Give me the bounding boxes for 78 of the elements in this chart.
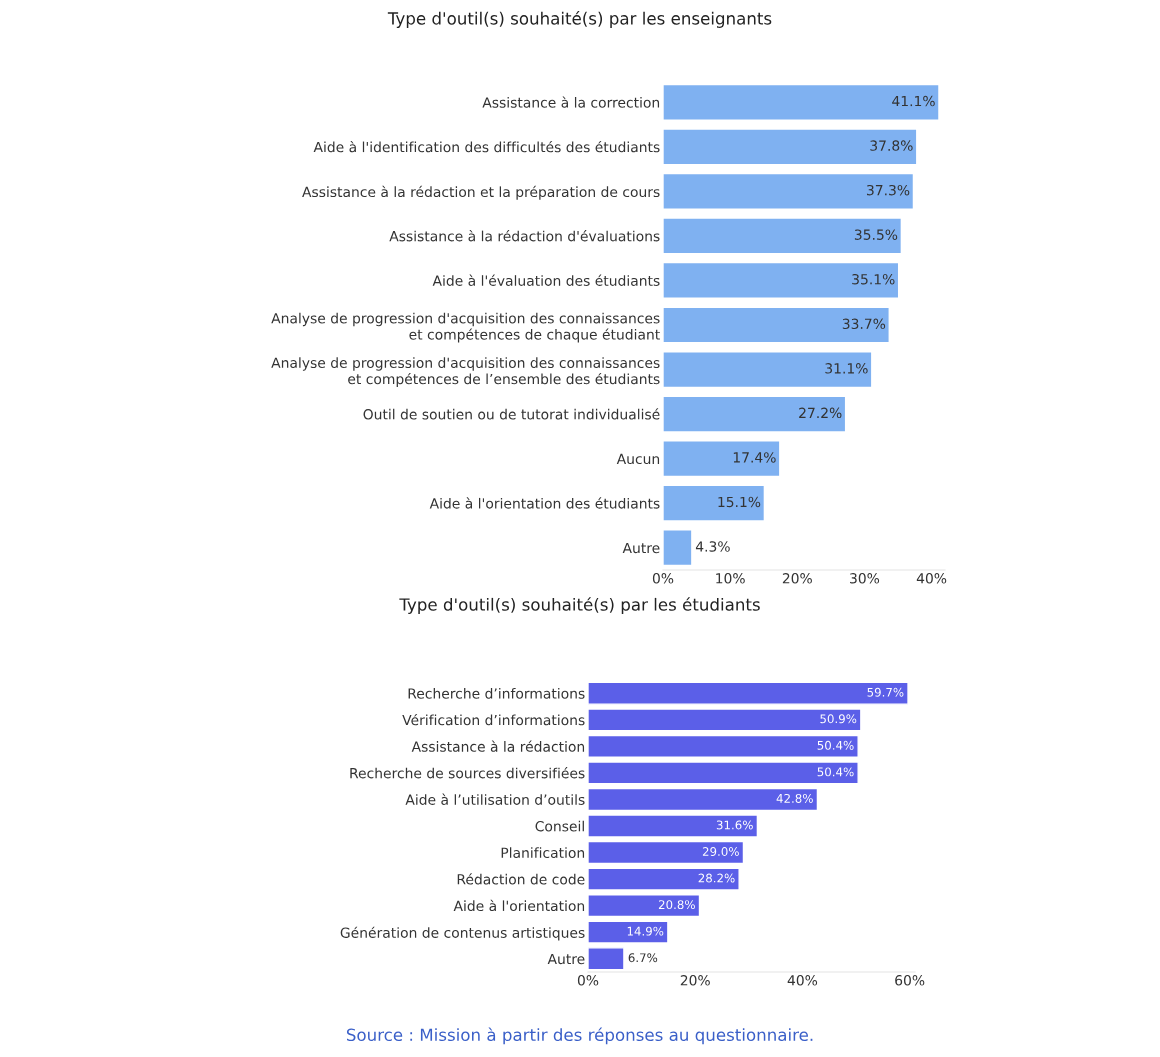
y-tick-label: Rédaction de code <box>457 873 585 885</box>
bar <box>663 529 693 567</box>
bar <box>588 840 745 865</box>
bar <box>588 787 819 812</box>
bar <box>663 351 873 389</box>
data-label: 28.2% <box>698 873 735 883</box>
bar <box>588 681 909 705</box>
data-label: 15.1% <box>718 496 761 508</box>
data-label: 31.1% <box>825 363 868 374</box>
bar <box>663 172 915 210</box>
data-label: 17.4% <box>733 452 776 463</box>
data-label: 59.7% <box>867 687 904 697</box>
bar <box>588 947 625 971</box>
y-tick-label: Aide à l'orientation des étudiants <box>429 497 660 509</box>
y-tick-label: Assistance à la rédaction d'évaluations <box>389 230 660 242</box>
x-tick-label: 60% <box>895 975 925 986</box>
data-label: 31.6% <box>716 820 753 830</box>
bar <box>588 894 701 918</box>
data-label: 29.0% <box>702 847 739 856</box>
data-label: 35.5% <box>854 229 898 240</box>
bar <box>588 920 669 944</box>
x-tick-label: 20% <box>782 573 812 584</box>
data-label: 50.4% <box>817 767 854 777</box>
x-tick-label: 30% <box>850 573 880 584</box>
bar <box>588 761 859 785</box>
y-tick-label: Recherche d’informations <box>408 688 585 699</box>
bar <box>588 734 859 758</box>
data-label: 37.8% <box>870 140 913 151</box>
data-label: 33.7% <box>842 318 886 330</box>
data-label: 27.2% <box>799 407 842 419</box>
y-tick-label: Assistance à la rédaction et la préparation de cours <box>302 185 660 200</box>
y-tick-label: Aide à l'identification des difficultés des étudiants <box>313 140 660 153</box>
y-tick-label: Recherche de sources diversifiées <box>350 767 585 779</box>
y-tick-label: Analyse de progression d'acquisition des connaissances et compétences de l’ensemble des étudiants <box>271 357 660 387</box>
y-tick-label: Aide à l'orientation <box>453 899 585 912</box>
chart-title: Type d'outil(s) souhaité(s) par les enseignants <box>387 11 772 28</box>
bar <box>663 83 940 121</box>
y-tick-label: Assistance à la rédaction <box>411 740 585 752</box>
y-tick-label: Planification <box>501 847 585 859</box>
bar <box>588 867 740 891</box>
x-tick-label: 0% <box>652 573 674 584</box>
source-note: Source : Mission à partir des réponses au questionnaire. <box>346 1027 813 1045</box>
y-tick-label: Analyse de progression d'acquisition des connaissances et compétences de chaque étudiant <box>271 312 660 343</box>
y-tick-label: Aucun <box>616 453 660 465</box>
bar <box>588 814 759 838</box>
x-tick-label: 40% <box>916 573 947 584</box>
data-label: 50.9% <box>820 714 857 724</box>
data-label: 50.4% <box>817 740 854 750</box>
data-label: 37.3% <box>867 184 910 196</box>
y-tick-label: Vérification d’informations <box>402 713 585 726</box>
bar <box>663 217 903 255</box>
bar <box>663 128 918 166</box>
y-tick-label: Outil de soutien ou de tutorat individualisé <box>363 408 660 420</box>
data-label: 41.1% <box>892 95 935 107</box>
x-tick-label: 0% <box>577 975 599 986</box>
x-tick-label: 40% <box>787 975 818 986</box>
y-tick-label: Autre <box>547 953 585 965</box>
bar <box>663 484 766 522</box>
y-tick-label: Conseil <box>535 820 584 832</box>
y-tick-label: Génération de contenus artistiques <box>340 926 585 941</box>
data-label: 20.8% <box>658 900 695 910</box>
x-tick-label: 10% <box>716 573 745 584</box>
y-tick-label: Autre <box>622 542 660 554</box>
bar <box>663 440 781 478</box>
y-tick-label: Aide à l’utilisation d’outils <box>405 793 585 805</box>
y-tick-label: Assistance à la correction <box>482 96 660 108</box>
chart-title: Type d'outil(s) souhaité(s) par les étudiants <box>399 597 760 615</box>
x-tick-label: 20% <box>680 975 710 986</box>
data-label: 6.7% <box>628 953 658 963</box>
bar <box>663 261 900 299</box>
data-label: 42.8% <box>776 793 813 803</box>
bar <box>663 395 847 433</box>
data-label: 35.1% <box>852 273 895 285</box>
y-tick-label: Aide à l'évaluation des étudiants <box>432 274 660 286</box>
bar <box>663 306 890 344</box>
data-label: 4.3% <box>695 541 730 552</box>
bar <box>588 708 862 732</box>
data-label: 14.9% <box>627 926 664 936</box>
